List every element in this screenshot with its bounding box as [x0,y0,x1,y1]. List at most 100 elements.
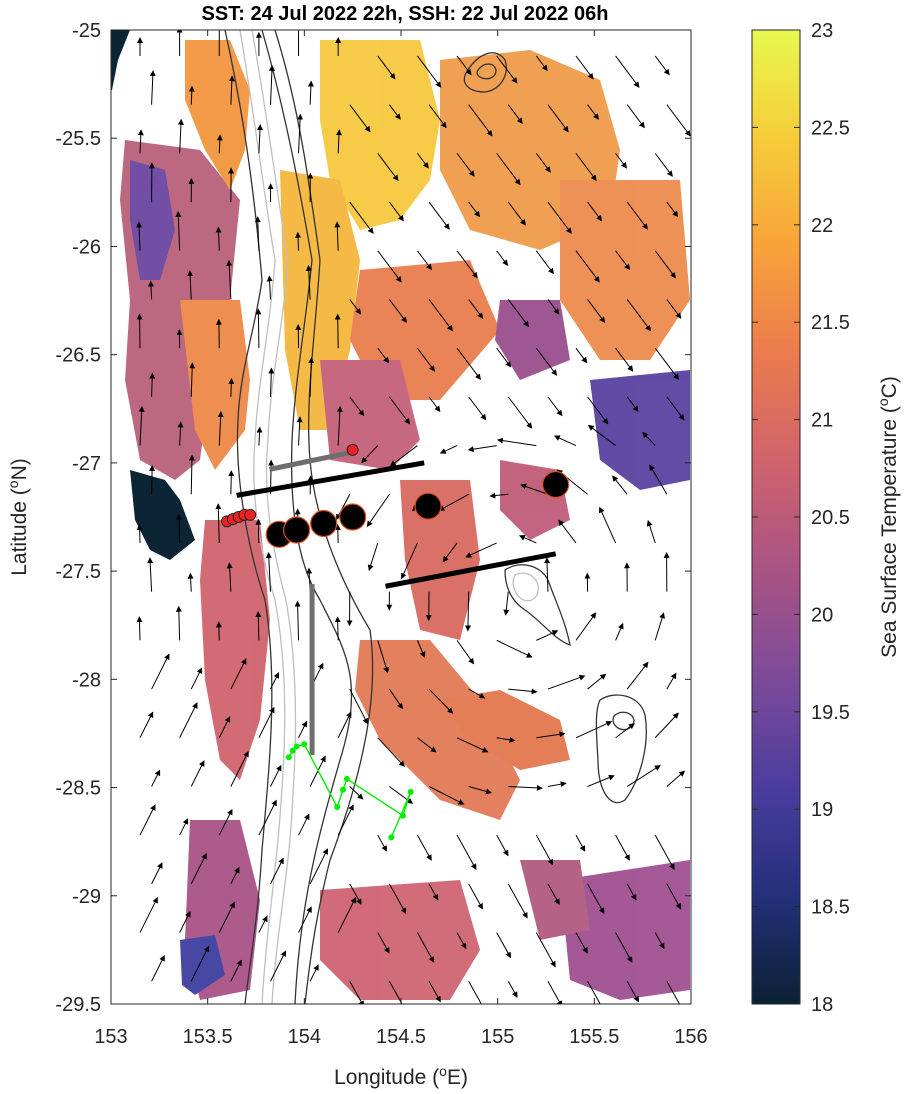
velocity-arrow [258,915,268,933]
velocity-arrow [349,396,365,417]
velocity-arrow [226,259,233,300]
velocity-arrow [456,347,481,381]
velocity-arrow [417,55,442,88]
velocity-arrow [218,808,233,836]
x-axis-label: Longitude (oE) [334,1063,468,1089]
velocity-arrow [547,883,560,906]
glider-track-point [340,786,346,793]
velocity-arrow [666,104,691,137]
velocity-arrow [149,372,156,397]
velocity-arrow [255,518,262,543]
velocity-arrow [456,55,472,76]
y-tick-label: -26.5 [55,345,101,367]
velocity-arrow [255,308,262,349]
contour-north-mount-2 [476,63,497,80]
velocity-arrow [503,591,510,616]
velocity-arrow [626,104,645,129]
sst-patch-central-pink [320,360,420,470]
sst-patch-east-cool [590,370,690,490]
velocity-arrow [428,883,439,901]
velocity-arrow [215,226,222,251]
velocity-arrow [496,250,509,266]
velocity-arrow [388,396,411,425]
velocity-arrow [507,981,518,998]
sst-patch-mid-purple [495,300,570,380]
velocity-arrow [456,834,477,870]
velocity-arrow [266,275,273,300]
velocity-arrow [309,755,326,787]
velocity-arrow [337,804,354,836]
velocity-arrow [305,264,312,300]
velocity-arrow [468,883,483,910]
velocity-arrow [256,124,263,154]
colorbar-tick-label: 22 [811,215,833,237]
velocity-arrow [575,721,613,739]
x-tick-label: 155 [481,1026,514,1048]
velocity-arrow [456,153,475,177]
velocity-arrow [366,493,390,528]
velocity-arrow [666,396,685,421]
colorbar-tick-label: 21 [811,410,833,432]
velocity-arrow [149,70,156,105]
velocity-arrow [187,572,194,592]
velocity-arrow [507,883,528,919]
velocity-arrow [230,866,240,885]
colorbar-tick-label: 18.5 [811,897,850,919]
velocity-arrow [587,299,606,323]
velocity-arrow [428,786,465,805]
velocity-arrow [389,445,418,467]
velocity-arrow [598,506,617,544]
velocity-arrow [230,750,249,787]
velocity-arrow [349,299,362,315]
colorbar [751,29,801,1005]
velocity-arrow [255,610,262,641]
sst-patch-south-orange [355,640,520,820]
velocity-arrow [626,981,639,1003]
velocity-arrow [334,221,341,251]
sst-patch-central-red [400,480,480,640]
velocity-arrow [190,945,210,982]
velocity-arrow [298,906,312,933]
velocity-arrow [547,299,560,315]
velocity-arrow [217,411,224,446]
velocity-arrow [575,250,600,283]
velocity-arrow [138,405,145,446]
velocity-arrow [646,519,656,544]
velocity-arrow [442,542,458,563]
sst-patch-south-orange2 [440,690,570,770]
velocity-arrow [226,562,233,592]
velocity-arrow [367,542,379,571]
velocity-arrow [428,396,441,413]
velocity-arrow [468,201,481,218]
velocity-arrow [518,535,537,544]
velocity-arrow [496,153,521,186]
colorbar-ticks: 18 18.5 19 19.5 20 20.5 21 21.5 22 22.5 23 [752,20,850,1016]
velocity-arrow [179,702,198,738]
velocity-arrow [349,883,362,906]
velocity-arrow [649,464,668,495]
velocity-arrow [388,883,407,915]
velocity-arrow [587,104,599,120]
velocity-arrow [428,104,447,129]
velocity-arrows [136,30,691,1004]
sst-patch-coastal-south [200,520,270,780]
velocity-arrow [468,981,482,1004]
glider-track-point [343,775,350,782]
velocity-arrow [349,104,371,133]
velocity-arrow [654,612,665,641]
velocity-arrow [439,445,458,454]
y-tick-label: -28 [72,669,101,691]
velocity-arrow [456,250,478,279]
velocity-arrow [307,80,314,105]
velocity-arrow [464,591,471,632]
transect-line-black [236,460,425,498]
sst-patch-coastal-cool [130,160,175,280]
velocity-arrow [377,932,390,954]
velocity-arrow [615,932,633,963]
velocity-arrow [654,834,675,870]
velocity-arrow [654,347,680,381]
velocity-arrow [388,299,408,323]
velocity-arrow [388,201,404,222]
velocity-arrow [465,542,497,558]
velocity-arrow [417,347,436,372]
